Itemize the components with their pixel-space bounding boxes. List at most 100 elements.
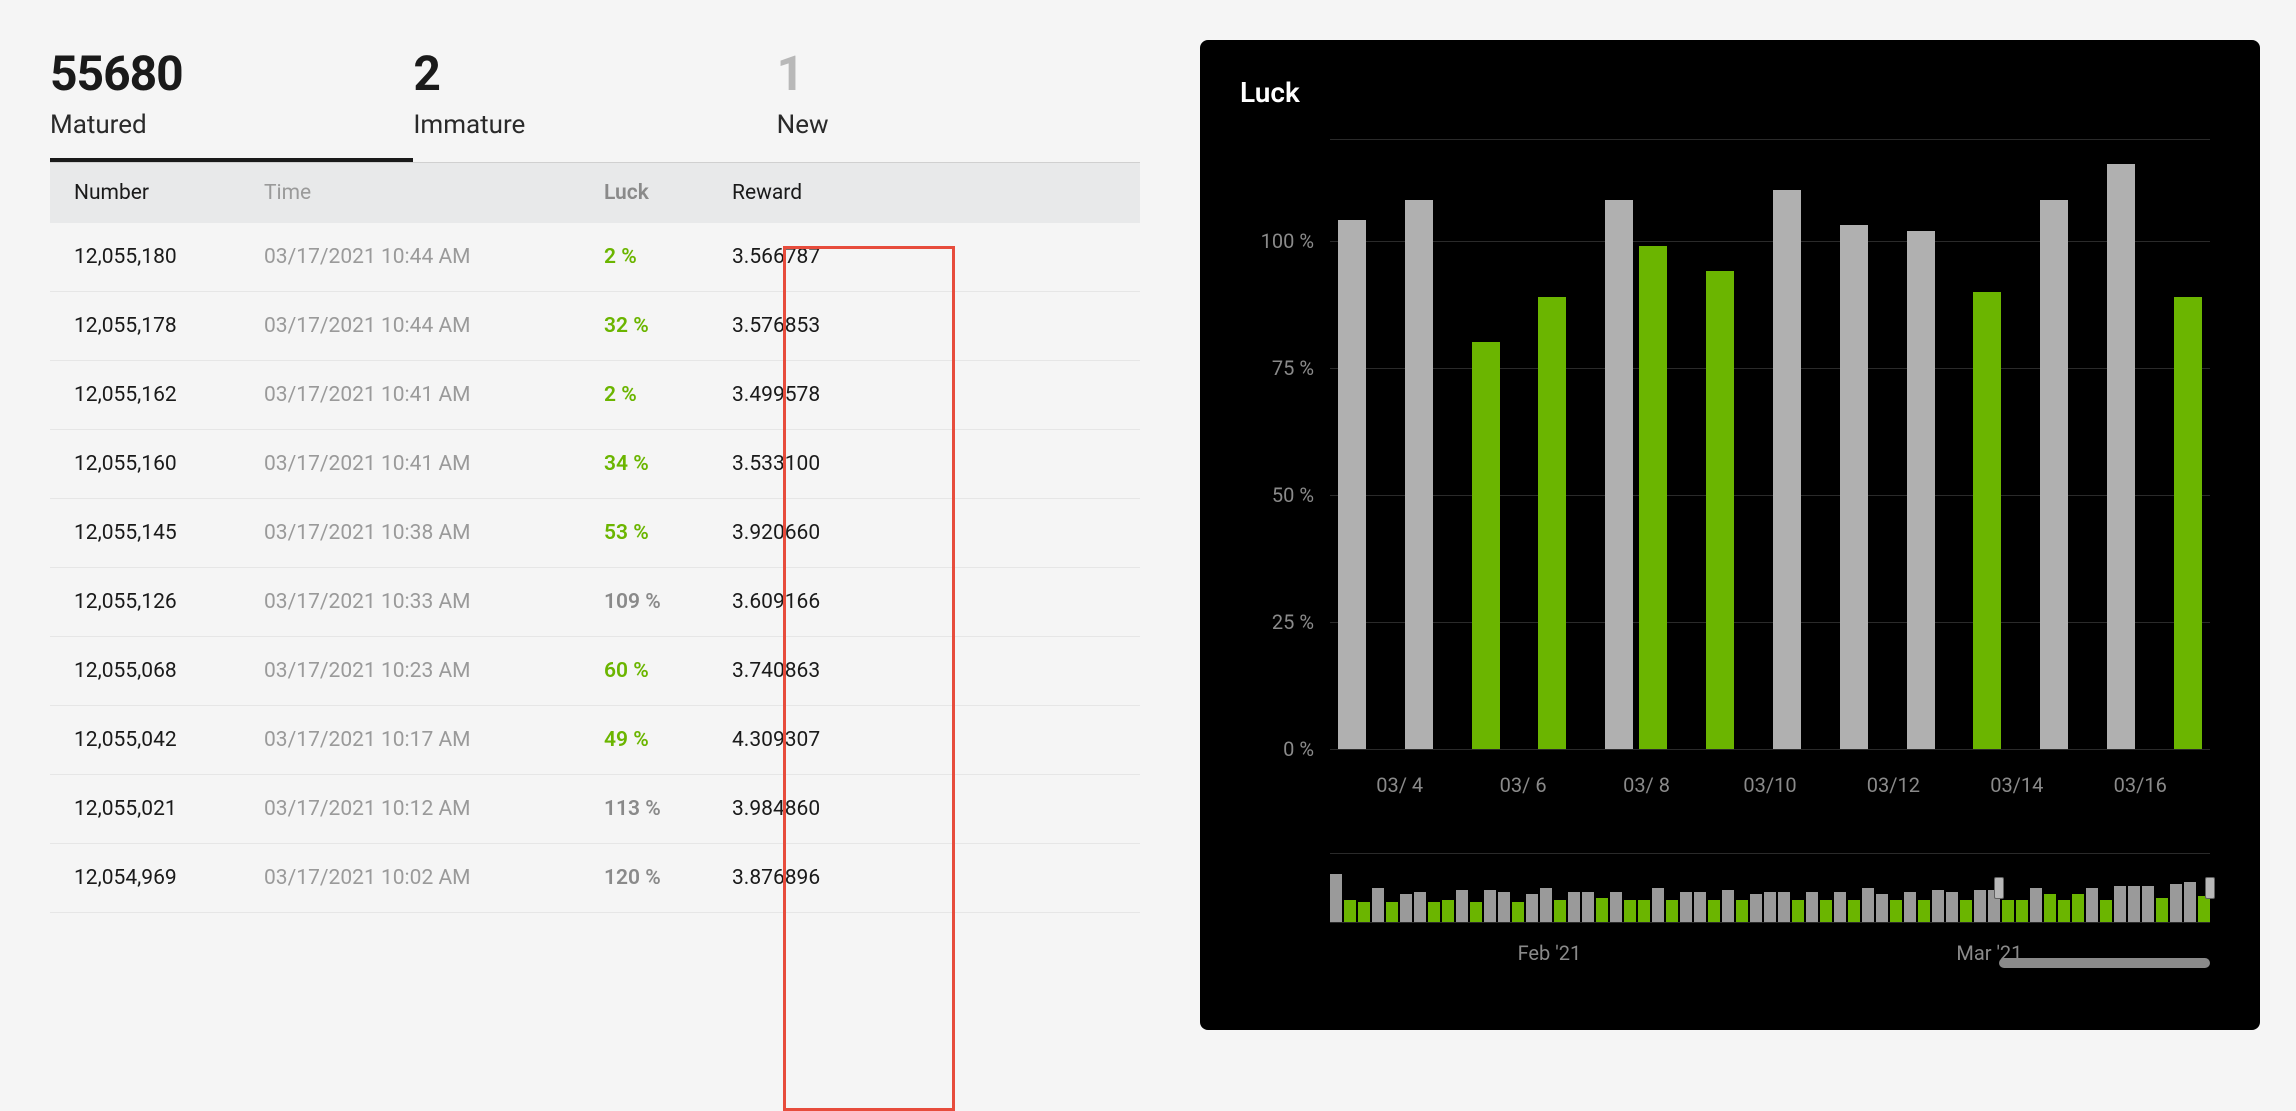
table-row[interactable]: 12,055,16003/17/2021 10:41 AM34 %3.53310… — [50, 430, 1140, 499]
chart-area: 0 %25 %50 %75 %100 % — [1330, 139, 2210, 749]
overview-bar — [1400, 894, 1412, 922]
cell-time: 03/17/2021 10:02 AM — [264, 866, 604, 890]
tab-immature[interactable]: 2Immature — [413, 40, 776, 162]
overview-bar — [1582, 892, 1594, 922]
bar-pair — [1538, 297, 1566, 749]
overview-bar — [1834, 892, 1846, 922]
overview-chart[interactable]: Feb '21Mar '21 — [1330, 853, 2210, 965]
bar-series1 — [1405, 200, 1433, 749]
table-row[interactable]: 12,055,12603/17/2021 10:33 AM109 %3.6091… — [50, 568, 1140, 637]
overview-bar — [1526, 894, 1538, 922]
x-tick-label: 03/12 — [1832, 773, 1955, 797]
header-reward: Reward — [714, 181, 864, 205]
luck-chart-panel: Luck 0 %25 %50 %75 %100 % 03/ 403/ 603/ … — [1200, 40, 2260, 1030]
cell-time: 03/17/2021 10:17 AM — [264, 728, 604, 752]
overview-bar — [1750, 894, 1762, 922]
overview-bar — [1330, 874, 1342, 922]
cell-time: 03/17/2021 10:38 AM — [264, 521, 604, 545]
overview-bar — [1624, 900, 1636, 922]
table-row[interactable]: 12,055,02103/17/2021 10:12 AM113 %3.9848… — [50, 775, 1140, 844]
overview-bar — [1694, 892, 1706, 922]
cell-number: 12,054,969 — [74, 866, 264, 890]
chart-bars — [1330, 139, 2210, 749]
bar-pair — [1973, 292, 2001, 750]
overview-handle-right[interactable] — [2205, 877, 2215, 899]
overview-bar — [1736, 900, 1748, 922]
cell-number: 12,055,126 — [74, 590, 264, 614]
cell-reward: 3.740863 — [714, 659, 864, 683]
overview-bar — [1442, 900, 1454, 922]
overview-bar — [1792, 900, 1804, 922]
overview-bar — [1428, 902, 1440, 922]
overview-bar — [2142, 886, 2154, 922]
cell-number: 12,055,180 — [74, 245, 264, 269]
x-tick-label: 03/10 — [1708, 773, 1831, 797]
overview-bar — [2170, 884, 2182, 922]
overview-bar — [1722, 890, 1734, 922]
cell-time: 03/17/2021 10:44 AM — [264, 245, 604, 269]
overview-bar — [1652, 888, 1664, 922]
bar-pair — [1472, 342, 1500, 749]
x-tick-label: 03/ 4 — [1338, 773, 1461, 797]
x-tick-label: 03/ 8 — [1585, 773, 1708, 797]
overview-bar — [2044, 894, 2056, 922]
overview-bar — [2198, 896, 2210, 922]
table-row[interactable]: 12,055,06803/17/2021 10:23 AM60 %3.74086… — [50, 637, 1140, 706]
overview-bar — [1876, 894, 1888, 922]
header-luck: Luck — [604, 181, 714, 205]
cell-number: 12,055,021 — [74, 797, 264, 821]
bar-series2 — [1538, 297, 1566, 749]
bar-series2 — [1706, 271, 1734, 749]
bar-series1 — [1773, 190, 1801, 749]
overview-x-label: Feb '21 — [1518, 941, 1582, 965]
cell-luck: 2 % — [604, 383, 714, 407]
table-row[interactable]: 12,055,14503/17/2021 10:38 AM53 %3.92066… — [50, 499, 1140, 568]
tab-new[interactable]: 1New — [777, 40, 1140, 162]
bar-pair — [1405, 200, 1433, 749]
table-row[interactable]: 12,055,16203/17/2021 10:41 AM2 %3.499578 — [50, 361, 1140, 430]
cell-luck: 2 % — [604, 245, 714, 269]
overview-bar — [1484, 890, 1496, 922]
tab-count: 55680 — [50, 50, 413, 98]
tab-count: 2 — [413, 50, 776, 98]
tab-matured[interactable]: 55680 Matured — [50, 40, 413, 162]
overview-bar — [1610, 892, 1622, 922]
bar-pair — [1338, 220, 1366, 749]
overview-bar — [2114, 886, 2126, 922]
cell-luck: 113 % — [604, 797, 714, 821]
overview-bar — [1498, 892, 1510, 922]
overview-bar — [2016, 900, 2028, 922]
chart-panel-wrap: Luck 0 %25 %50 %75 %100 % 03/ 403/ 603/ … — [1200, 40, 2260, 1040]
table-row[interactable]: 12,054,96903/17/2021 10:02 AM120 %3.8768… — [50, 844, 1140, 913]
overview-scrubber[interactable] — [1999, 958, 2210, 968]
overview-bar — [1372, 888, 1384, 922]
overview-bar — [1554, 900, 1566, 922]
overview-bar — [1960, 900, 1972, 922]
overview-bar — [2058, 900, 2070, 922]
bar-series1 — [1840, 225, 1868, 749]
x-tick-label: 03/14 — [1955, 773, 2078, 797]
table-row[interactable]: 12,055,18003/17/2021 10:44 AM2 %3.566787 — [50, 223, 1140, 292]
tab-label: Matured — [50, 110, 413, 140]
bar-series1 — [1907, 231, 1935, 750]
bar-series2 — [1472, 342, 1500, 749]
overview-bar — [1778, 892, 1790, 922]
cell-number: 12,055,042 — [74, 728, 264, 752]
overview-bar — [2184, 882, 2196, 922]
table-row[interactable]: 12,055,04203/17/2021 10:17 AM49 %4.30930… — [50, 706, 1140, 775]
bar-pair — [1773, 190, 1801, 749]
bar-series2 — [2174, 297, 2202, 749]
bar-pair — [1907, 231, 1935, 750]
overview-bar — [1918, 900, 1930, 922]
overview-bar — [1932, 890, 1944, 922]
cell-luck: 34 % — [604, 452, 714, 476]
y-tick-label: 50 % — [1272, 483, 1314, 507]
overview-bar — [2128, 886, 2140, 922]
cell-reward: 3.499578 — [714, 383, 864, 407]
cell-reward: 3.609166 — [714, 590, 864, 614]
overview-bar — [2002, 900, 2014, 922]
overview-bar — [2030, 888, 2042, 922]
y-tick-label: 25 % — [1272, 610, 1314, 634]
table-row[interactable]: 12,055,17803/17/2021 10:44 AM32 %3.57685… — [50, 292, 1140, 361]
overview-handle-left[interactable] — [1994, 877, 2004, 899]
